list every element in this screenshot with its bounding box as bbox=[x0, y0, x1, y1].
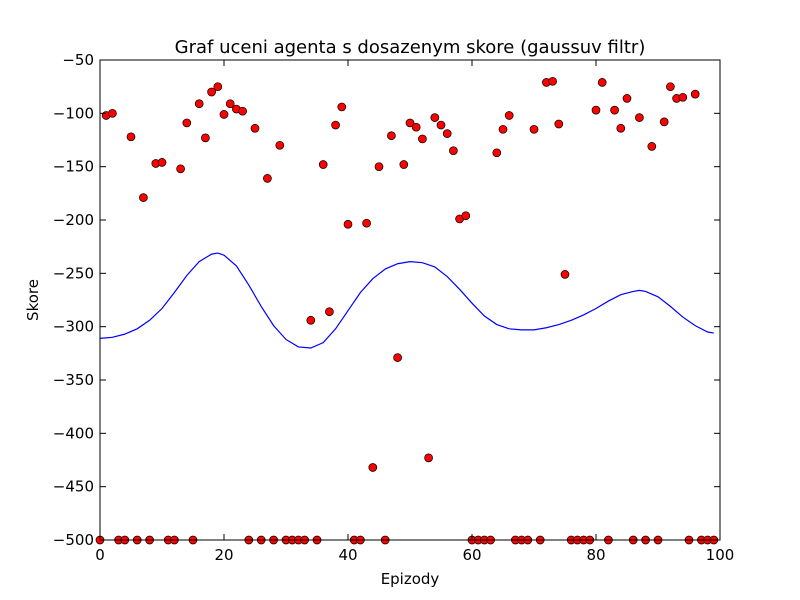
score-point-80 bbox=[591, 105, 601, 115]
score-point-14 bbox=[182, 118, 192, 128]
score-point-39 bbox=[337, 102, 347, 112]
score-point-52 bbox=[418, 134, 427, 144]
x-tick-label-60: 60 bbox=[462, 546, 481, 564]
score-point-25 bbox=[250, 123, 260, 133]
score-point-44 bbox=[368, 463, 378, 472]
y-tick-label--300: −300 bbox=[53, 318, 94, 336]
x-tick-label-100: 100 bbox=[706, 546, 735, 564]
score-point-65 bbox=[498, 124, 508, 134]
score-point-2 bbox=[108, 108, 117, 118]
score-point-49 bbox=[399, 160, 409, 169]
plot-frame bbox=[99, 59, 721, 541]
score-point-54 bbox=[430, 113, 440, 122]
score-point-53 bbox=[424, 453, 433, 463]
score-point-81 bbox=[597, 78, 607, 87]
y-tick-label--500: −500 bbox=[53, 531, 94, 549]
score-point-59 bbox=[461, 211, 471, 221]
score-point-74 bbox=[554, 119, 564, 129]
score-point-23 bbox=[238, 106, 247, 116]
score-point-7 bbox=[139, 193, 148, 202]
y-tick-label--250: −250 bbox=[53, 264, 94, 282]
score-point-29 bbox=[275, 140, 285, 150]
y-axis-label: Skore bbox=[24, 279, 42, 321]
score-point-55 bbox=[436, 120, 446, 130]
score-point-27 bbox=[263, 174, 272, 183]
score-point-83 bbox=[610, 105, 619, 115]
y-tick-label--350: −350 bbox=[53, 371, 94, 389]
score-point-36 bbox=[318, 160, 328, 169]
x-tick-label-0: 0 bbox=[95, 546, 105, 564]
score-point-19 bbox=[213, 82, 223, 92]
score-point-87 bbox=[635, 113, 644, 122]
score-point-47 bbox=[387, 131, 396, 141]
score-point-96 bbox=[690, 89, 700, 99]
scatter-points-layer bbox=[95, 76, 719, 545]
y-tick-label--450: −450 bbox=[53, 478, 94, 496]
score-point-16 bbox=[194, 99, 204, 109]
score-point-45 bbox=[374, 162, 384, 172]
score-point-57 bbox=[449, 146, 458, 156]
y-tick-label--50: −50 bbox=[62, 51, 94, 69]
x-axis-label: Epizody bbox=[381, 570, 440, 588]
x-tick-label-80: 80 bbox=[586, 546, 605, 564]
score-point-10 bbox=[157, 158, 167, 167]
score-point-50 bbox=[405, 118, 415, 128]
score-point-89 bbox=[647, 142, 657, 151]
score-point-48 bbox=[393, 353, 402, 362]
score-point-51 bbox=[411, 122, 421, 132]
score-point-73 bbox=[548, 76, 557, 86]
smoothed-line-layer bbox=[99, 252, 714, 349]
score-point-92 bbox=[666, 82, 675, 92]
axes-layer: 0 20 40 60 80 100 −50 −100 −150 −200 −250 −300 −350 −… bbox=[53, 51, 735, 564]
score-point-40 bbox=[343, 219, 353, 229]
score-point-38 bbox=[331, 120, 340, 130]
score-point-56 bbox=[442, 129, 452, 138]
score-point-37 bbox=[325, 307, 334, 317]
score-point-21 bbox=[225, 99, 235, 109]
chart-title: Graf uceni agenta s dosazenym skore (gau… bbox=[175, 37, 646, 58]
score-point-94 bbox=[678, 92, 688, 102]
y-tick-label--150: −150 bbox=[53, 158, 94, 176]
score-point-17 bbox=[201, 133, 210, 143]
y-tick-label--400: −400 bbox=[53, 424, 94, 442]
score-point-34 bbox=[306, 315, 316, 325]
x-tick-label-20: 20 bbox=[214, 546, 233, 564]
score-point-66 bbox=[504, 111, 514, 120]
score-point-84 bbox=[616, 123, 626, 133]
score-point-20 bbox=[219, 110, 229, 119]
score-point-85 bbox=[622, 94, 632, 103]
y-tick-label--100: −100 bbox=[53, 104, 94, 122]
score-point-91 bbox=[659, 117, 669, 127]
score-point-70 bbox=[529, 124, 539, 134]
score-point-5 bbox=[126, 132, 136, 142]
score-point-43 bbox=[362, 218, 371, 228]
score-point-75 bbox=[560, 270, 570, 279]
smoothed-score-line bbox=[99, 252, 714, 349]
x-tick-label-40: 40 bbox=[338, 546, 357, 564]
y-tick-label--200: −200 bbox=[53, 211, 94, 229]
score-point-64 bbox=[492, 148, 502, 158]
score-point-18 bbox=[207, 87, 216, 97]
score-point-13 bbox=[176, 164, 185, 174]
